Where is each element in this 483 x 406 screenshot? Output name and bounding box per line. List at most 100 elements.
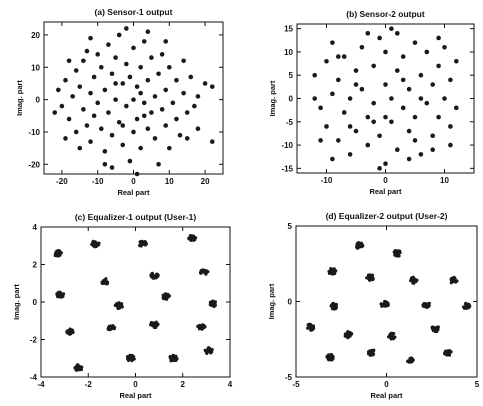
data-point [430,133,436,139]
data-point [318,138,323,143]
data-point [66,116,72,122]
data-point [167,64,172,70]
plot-frame [40,226,231,378]
data-point [448,349,452,353]
data-point [369,353,373,357]
data-point [365,31,371,36]
data-point [109,165,115,170]
cluster [327,267,338,276]
data-point [88,35,93,41]
data-point [184,136,190,141]
data-point [134,116,140,122]
data-point [138,243,142,248]
y-tick-label: 4 [33,223,38,232]
data-point [336,138,341,143]
data-point [141,39,147,44]
x-tick-label: -20 [56,177,68,186]
cluster [365,273,375,282]
data-point [202,81,208,86]
data-point [131,97,136,102]
data-point [174,116,179,122]
x-tick-label: 0 [384,380,389,389]
data-point [88,90,93,96]
data-point [389,334,393,338]
data-point [56,294,60,298]
y-tick-label: -5 [286,118,294,127]
data-point [134,84,140,89]
data-point [346,330,350,334]
data-point [131,355,135,360]
data-point [141,113,147,119]
data-point [370,348,374,353]
data-point [448,77,453,83]
y-tick-label: 2 [33,261,38,270]
cluster [406,356,415,364]
y-axis-label: Imag. part [268,80,277,116]
data-point [454,279,458,283]
y-tick-label: 15 [284,25,293,34]
cluster [387,331,397,341]
data-point [347,96,353,101]
cluster [161,292,171,301]
data-point [130,359,134,363]
x-tick-label: -10 [321,176,333,185]
data-point [95,100,100,106]
data-point [353,68,359,73]
cluster [138,239,148,248]
data-point [324,58,329,64]
data-points [53,233,217,372]
data-point [91,113,97,119]
data-point [84,48,90,54]
data-point [81,107,86,112]
data-point [138,145,143,151]
data-point [353,82,359,87]
data-point [383,114,388,120]
data-point [418,96,424,101]
data-point [170,100,176,106]
data-point [406,86,412,92]
data-point [200,325,205,329]
data-point [383,82,388,87]
data-point [198,325,202,329]
data-point [431,327,435,331]
cluster [449,275,459,285]
y-tick-label: 0 [33,298,38,307]
data-point [57,249,62,253]
chart-title: (c) Equalizer-1 output (User-1) [75,212,197,222]
data-point [424,49,430,55]
data-point [371,100,377,106]
data-point [91,74,97,80]
x-tick-label: 4 [228,380,233,389]
data-point [188,233,193,238]
data-point [400,105,406,111]
data-point [98,64,104,70]
data-point [423,302,427,306]
data-point [66,329,71,333]
data-point [124,61,129,67]
data-point [400,77,406,83]
data-point [120,123,126,128]
data-point [141,242,145,246]
data-point [327,358,331,362]
plot-frame [296,23,475,174]
x-tick-label: -2 [85,380,93,389]
data-point [336,54,341,59]
data-point [159,107,165,112]
data-point [124,103,129,109]
data-point [395,254,400,258]
data-point [324,124,329,129]
cluster [366,348,376,357]
data-point [347,152,353,157]
data-point [331,307,335,311]
data-point [326,353,331,357]
data-point [63,136,68,141]
data-point [124,26,129,31]
data-point [59,292,63,296]
data-point [395,68,400,73]
data-point [400,54,406,59]
data-point [63,77,68,83]
data-point [95,242,99,246]
data-point [430,147,436,153]
data-point [199,271,203,275]
